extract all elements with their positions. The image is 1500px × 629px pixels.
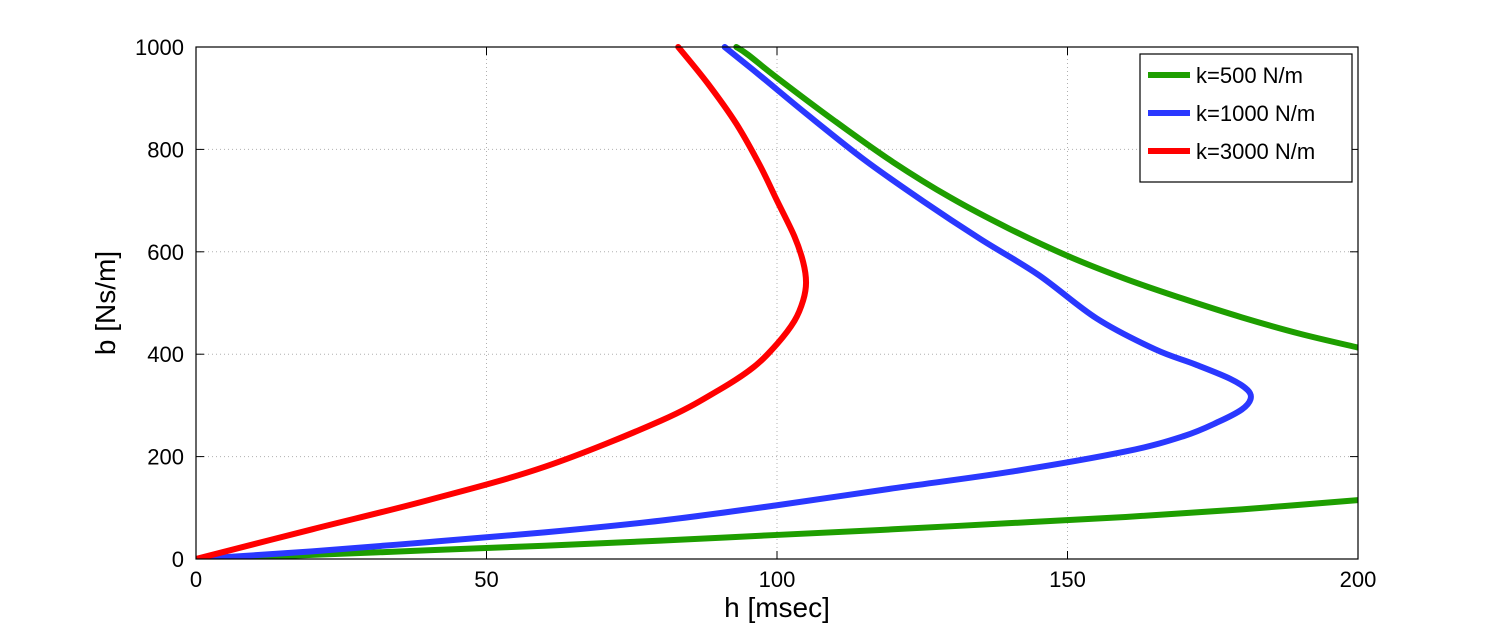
- legend-label: k=1000 N/m: [1196, 101, 1315, 126]
- legend-label: k=500 N/m: [1196, 63, 1303, 88]
- legend-label: k=3000 N/m: [1196, 139, 1315, 164]
- plot-series: [196, 44, 1358, 559]
- series-line-2-segment-1: [196, 44, 1254, 559]
- x-tick-label: 100: [759, 567, 796, 592]
- y-tick-label: 800: [147, 137, 184, 162]
- series-line-1-segment-2: [733, 44, 1358, 351]
- x-tick-label: 200: [1340, 567, 1377, 592]
- legend: k=500 N/m k=1000 N/m k=3000 N/m: [1139, 53, 1353, 183]
- y-tick-label: 200: [147, 445, 184, 470]
- y-axis-label: b [Ns/m]: [90, 251, 121, 355]
- y-tick-label: 0: [172, 547, 184, 572]
- series-line-3-segment-1: [196, 44, 810, 559]
- x-tick-label: 0: [190, 567, 202, 592]
- x-tick-label: 150: [1049, 567, 1086, 592]
- series-line-1-segment-1: [196, 497, 1358, 559]
- x-axis-label: h [msec]: [724, 592, 830, 623]
- axis-ticks: 0 50 100 150 200 0 200 400 600 800 1000: [135, 35, 1376, 592]
- x-tick-label: 50: [474, 567, 498, 592]
- y-tick-label: 400: [147, 342, 184, 367]
- y-tick-label: 600: [147, 240, 184, 265]
- y-tick-label: 1000: [135, 35, 184, 60]
